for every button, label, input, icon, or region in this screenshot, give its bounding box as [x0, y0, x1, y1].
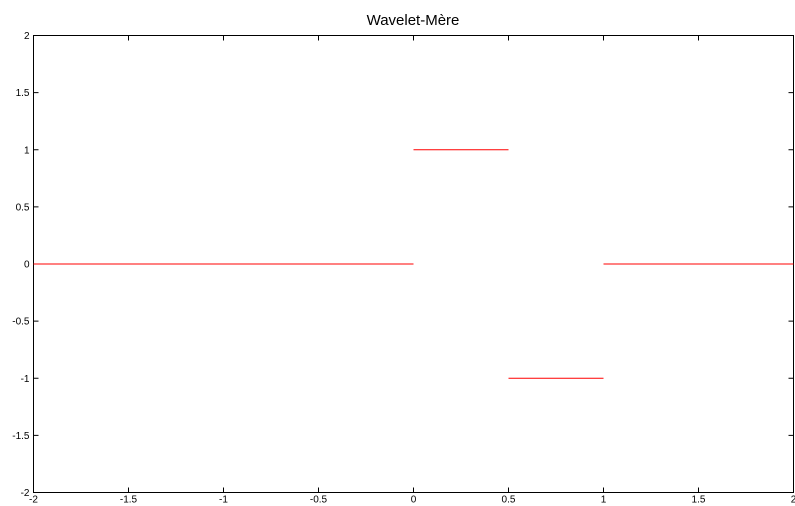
y-tick-label: 0 — [24, 260, 30, 271]
x-tick-label: 1.5 — [692, 495, 706, 506]
y-tick-label: -0.5 — [12, 317, 30, 328]
y-tick-label: 2 — [24, 31, 30, 42]
x-tick-label: 0.5 — [502, 495, 516, 506]
y-tick-label: -1.5 — [12, 431, 30, 442]
y-tick-label: 1.5 — [16, 88, 30, 99]
x-tick-label: 2 — [791, 495, 795, 506]
x-tick-label: -1.5 — [120, 495, 138, 506]
axis-ticks — [33, 35, 794, 493]
y-tick-label: 1 — [24, 145, 30, 156]
y-tick-label: 0.5 — [16, 202, 30, 213]
y-tick-label: -2 — [21, 488, 30, 499]
x-tick-label: -0.5 — [310, 495, 328, 506]
x-tick-label: -1 — [219, 495, 228, 506]
axis-tick-labels: -2 -1.5 -1 -0.5 0 0.5 1 1.5 2 2 1.5 1 0.5 0 -0.5 -1 -1.5… — [12, 31, 795, 506]
x-tick-label: 0 — [411, 495, 417, 506]
x-tick-label: -2 — [29, 495, 38, 506]
data-series — [33, 149, 794, 379]
y-tick-label: -1 — [21, 374, 30, 385]
chart-title: Wavelet-Mère — [367, 12, 460, 29]
x-tick-label: 1 — [601, 495, 607, 506]
